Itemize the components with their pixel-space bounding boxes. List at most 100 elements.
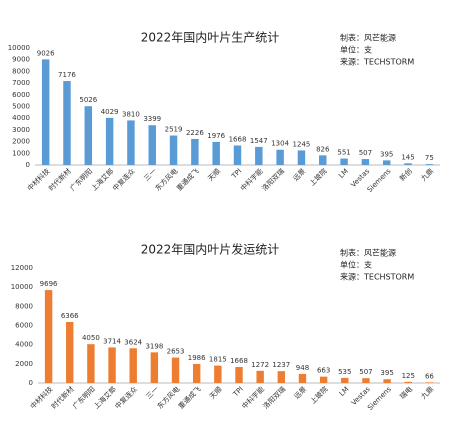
note: 单位：支 bbox=[340, 45, 372, 55]
y-tick-label: 7000 bbox=[12, 79, 30, 87]
y-tick-label: 6000 bbox=[12, 91, 30, 99]
data-label: 1668 bbox=[229, 135, 247, 143]
bar bbox=[87, 344, 95, 383]
x-tick-label: Siemens bbox=[366, 385, 393, 412]
x-tick-label: 洛阳双瑞 bbox=[260, 166, 286, 192]
data-label: 1986 bbox=[188, 354, 206, 362]
y-tick-label: 9000 bbox=[12, 56, 30, 64]
data-label: 1245 bbox=[293, 140, 311, 148]
x-tick-label: 上玻院 bbox=[307, 166, 328, 187]
x-tick-label: 中复连众 bbox=[113, 384, 139, 410]
note: 来源：TECHSTORM bbox=[340, 58, 414, 67]
x-tick-label: 九鼎 bbox=[419, 166, 435, 182]
bar bbox=[233, 145, 242, 165]
data-label: 395 bbox=[380, 150, 393, 158]
data-label: 3624 bbox=[124, 338, 142, 346]
bar bbox=[297, 150, 306, 165]
chart-title: 2022年国内叶片发运统计 bbox=[141, 242, 280, 257]
bar bbox=[425, 164, 434, 165]
x-tick-label: 重通成飞 bbox=[175, 166, 201, 192]
bar bbox=[148, 125, 156, 165]
bar bbox=[277, 371, 286, 383]
data-label: 4029 bbox=[101, 108, 119, 116]
y-tick-label: 4000 bbox=[12, 114, 30, 122]
note: 来源：TECHSTORM bbox=[340, 273, 414, 282]
data-label: 66 bbox=[425, 372, 434, 380]
data-label: 948 bbox=[296, 364, 309, 372]
x-tick-label: 时代新材 bbox=[47, 166, 73, 192]
y-tick-label: 8000 bbox=[15, 302, 33, 310]
x-tick-label: 重通成飞 bbox=[176, 384, 202, 410]
bar bbox=[256, 370, 264, 383]
y-tick-label: 6000 bbox=[15, 322, 33, 330]
data-label: 1668 bbox=[230, 357, 248, 365]
bar bbox=[255, 146, 263, 165]
data-label: 535 bbox=[338, 368, 351, 376]
data-label: 507 bbox=[359, 149, 372, 157]
x-tick-label: 洛阳双瑞 bbox=[261, 384, 287, 410]
data-label: 4050 bbox=[82, 334, 100, 342]
bar bbox=[276, 149, 284, 165]
bar bbox=[341, 377, 349, 383]
x-tick-label: Siemens bbox=[366, 167, 393, 194]
x-tick-label: 中复连众 bbox=[111, 166, 137, 192]
y-tick-label: 0 bbox=[26, 161, 30, 169]
bar bbox=[235, 367, 243, 383]
x-tick-label: 瑞电 bbox=[398, 384, 414, 400]
data-label: 5026 bbox=[79, 96, 97, 104]
chart-title: 2022年国内叶片生产统计 bbox=[141, 31, 280, 45]
y-tick-label: 10000 bbox=[11, 283, 33, 291]
x-tick-label: LM bbox=[338, 385, 351, 398]
data-label: 826 bbox=[316, 145, 330, 153]
bar bbox=[383, 379, 391, 383]
x-tick-label: 中材科技 bbox=[25, 166, 51, 192]
data-label: 3714 bbox=[103, 337, 121, 345]
y-tick-label: 4000 bbox=[15, 341, 33, 349]
bar bbox=[361, 159, 370, 165]
bar bbox=[66, 321, 74, 383]
bar bbox=[404, 163, 412, 165]
x-tick-label: 东方风电 bbox=[153, 166, 179, 192]
data-label: 7176 bbox=[58, 71, 76, 79]
data-label: 9026 bbox=[37, 49, 55, 57]
bar bbox=[298, 373, 307, 383]
data-label: 395 bbox=[380, 369, 393, 377]
data-label: 663 bbox=[317, 367, 330, 375]
note: 单位：支 bbox=[340, 260, 372, 270]
bar bbox=[191, 138, 199, 165]
bar bbox=[127, 120, 135, 165]
bar bbox=[319, 376, 328, 383]
bar bbox=[105, 117, 114, 165]
bar bbox=[44, 290, 53, 383]
bar bbox=[340, 158, 348, 165]
x-tick-label: 上玻院 bbox=[308, 384, 329, 405]
x-tick-label: 三一 bbox=[143, 167, 159, 183]
x-tick-label: LM bbox=[337, 167, 350, 180]
bar bbox=[214, 365, 222, 383]
x-tick-label: 天顺 bbox=[206, 167, 222, 183]
x-tick-label: 上海艾郎 bbox=[89, 166, 115, 192]
x-tick-label: 三一 bbox=[145, 385, 161, 401]
y-tick-label: 10000 bbox=[8, 44, 30, 52]
data-label: 1304 bbox=[271, 140, 289, 148]
bar bbox=[169, 135, 178, 165]
bar bbox=[150, 352, 159, 383]
note: 制表：风芒能源 bbox=[340, 248, 396, 258]
bar bbox=[319, 155, 327, 165]
y-tick-label: 8000 bbox=[12, 67, 30, 75]
data-label: 3198 bbox=[145, 342, 163, 350]
x-tick-label: 九鼎 bbox=[419, 384, 435, 400]
bar bbox=[41, 59, 50, 166]
data-label: 1272 bbox=[251, 361, 269, 369]
x-tick-label: 新创 bbox=[398, 166, 414, 182]
y-tick-label: 12000 bbox=[11, 264, 33, 272]
x-tick-label: TPI bbox=[229, 167, 243, 181]
data-label: 2653 bbox=[167, 348, 185, 356]
bar bbox=[362, 378, 370, 383]
bar bbox=[425, 382, 434, 383]
y-tick-label: 0 bbox=[29, 379, 33, 387]
data-label: 507 bbox=[359, 368, 372, 376]
bar bbox=[212, 141, 220, 165]
x-tick-label: 天顺 bbox=[208, 385, 224, 401]
